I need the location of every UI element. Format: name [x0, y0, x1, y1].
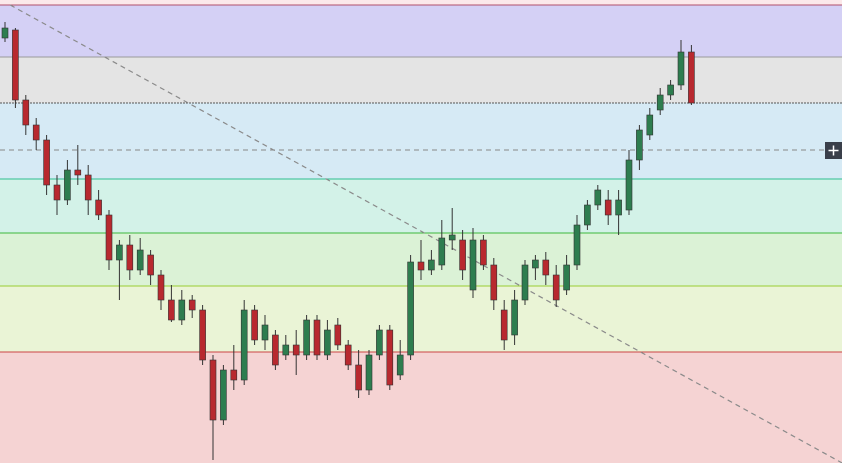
candle-body	[105, 214, 113, 261]
fib-band	[0, 286, 842, 352]
candle-body	[459, 239, 466, 271]
fib-band	[0, 352, 842, 463]
candle-body	[355, 364, 362, 391]
candle-body	[12, 29, 19, 101]
candle-body	[209, 359, 217, 421]
candle-body	[126, 244, 134, 271]
candle-body	[448, 234, 456, 241]
candle-body	[74, 169, 82, 176]
candle-body	[84, 174, 92, 201]
candle-body	[396, 354, 404, 376]
candle-body	[594, 189, 602, 206]
candle-body	[313, 319, 321, 356]
candle-body	[199, 309, 206, 361]
candle-body	[292, 344, 300, 356]
candle-body	[438, 237, 446, 266]
candle-body	[188, 299, 196, 311]
candle-body	[604, 199, 612, 216]
candle-body	[688, 51, 695, 104]
candle-body	[1, 27, 9, 39]
candle-body	[147, 254, 154, 276]
candle-body	[22, 99, 30, 126]
candle-body	[178, 299, 186, 321]
candle-body	[584, 204, 591, 226]
candle-body	[136, 249, 144, 271]
candle-body	[32, 124, 40, 141]
candle-body	[324, 329, 331, 356]
add-button[interactable]	[825, 142, 842, 159]
candle-body	[157, 274, 165, 301]
candle-body	[344, 344, 352, 366]
candle-body	[220, 369, 227, 421]
candle-body	[500, 309, 508, 341]
candle-body	[646, 114, 654, 136]
fib-band	[0, 179, 842, 233]
candle-body	[53, 184, 61, 201]
candle-body	[667, 84, 674, 96]
candle-body	[282, 344, 290, 356]
candle-body	[656, 94, 664, 111]
candle-body	[95, 199, 102, 216]
candle-body	[636, 129, 643, 161]
candle-body	[563, 264, 570, 291]
candle-body	[490, 264, 498, 301]
candle-body	[552, 274, 560, 301]
candle-body	[511, 299, 518, 336]
candle-body	[303, 319, 310, 356]
candle-body	[407, 261, 414, 356]
candle-body	[272, 334, 279, 366]
candle-body	[469, 239, 477, 291]
candle-body	[480, 239, 487, 266]
candle-body	[168, 299, 175, 321]
candle-body	[625, 159, 633, 211]
candle-body	[43, 139, 50, 186]
candle-body	[532, 259, 539, 269]
fib-band	[0, 103, 842, 179]
candle-body	[573, 224, 581, 266]
candle-body	[386, 329, 394, 386]
candle-body	[64, 169, 71, 201]
candle-body	[230, 369, 238, 381]
candle-body	[677, 51, 685, 86]
candle-body	[417, 261, 425, 271]
candle-body	[376, 329, 383, 356]
candle-body	[251, 309, 258, 341]
candle-body	[334, 324, 342, 346]
candle-body	[542, 259, 550, 276]
candle-body	[615, 199, 622, 216]
fib-band	[0, 57, 842, 103]
candle-body	[365, 354, 373, 391]
fib-band	[0, 5, 842, 57]
candle-body	[116, 244, 123, 261]
candle-body	[261, 324, 269, 341]
candle-body	[240, 309, 248, 381]
candle-body	[521, 264, 529, 301]
candle-body	[428, 259, 435, 271]
